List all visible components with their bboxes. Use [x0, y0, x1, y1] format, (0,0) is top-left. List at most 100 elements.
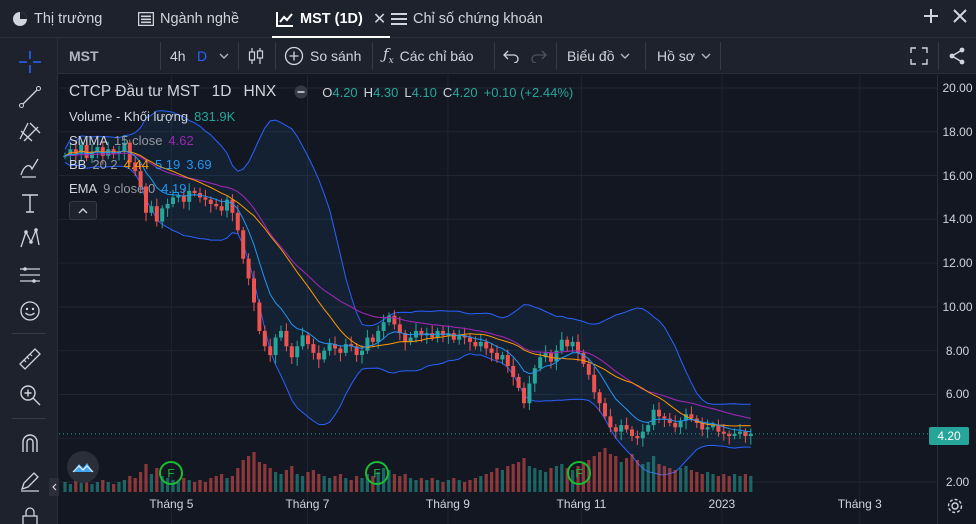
zoom-in-icon[interactable] — [17, 382, 43, 408]
close-icon[interactable]: ✕ — [372, 11, 387, 28]
minus-circle-icon[interactable] — [294, 85, 308, 99]
tab-thi-truong[interactable]: Thị trường — [12, 0, 102, 38]
event-marker-circle — [365, 461, 389, 485]
candle-body — [473, 341, 478, 347]
event-marker-label: F — [373, 467, 380, 481]
ruler-icon[interactable] — [17, 346, 43, 372]
candle-body — [333, 344, 337, 349]
candle-body — [511, 365, 516, 377]
candle-body — [230, 199, 235, 213]
pitchfork-icon[interactable] — [17, 118, 43, 144]
candle-body — [408, 337, 413, 342]
indicators-button[interactable]: ƒx Các chỉ báo — [383, 38, 474, 73]
volume-bar — [749, 476, 753, 492]
trend-line-icon[interactable] — [17, 84, 43, 110]
price-tick-label: 18.00 — [942, 124, 973, 139]
candle-body — [235, 212, 240, 231]
chevron-down-icon[interactable] — [219, 38, 229, 73]
candle-body — [732, 433, 737, 437]
candle-body — [84, 144, 89, 159]
fullscreen-icon[interactable] — [910, 38, 928, 73]
candle-body — [451, 333, 456, 340]
settings-icon[interactable] — [946, 497, 964, 518]
interval-4h-button[interactable]: 4h — [170, 47, 186, 64]
volume-bar — [592, 456, 596, 492]
candle-body — [716, 425, 721, 432]
tab-mst[interactable]: MST (1D) ✕ — [271, 0, 391, 38]
magnet-icon[interactable] — [17, 430, 43, 456]
candle-body — [311, 344, 316, 353]
volume-bar — [679, 468, 683, 492]
volume-bar — [668, 468, 672, 492]
time-tick-label: Tháng 7 — [285, 497, 330, 511]
volume-bar — [495, 468, 499, 492]
legend-interval: 1D — [211, 83, 232, 100]
candle-body — [646, 425, 651, 432]
brush-icon[interactable] — [17, 154, 43, 180]
tab-nganh-nghe[interactable]: Ngành nghề — [138, 0, 239, 38]
high-label: H — [363, 84, 374, 100]
pencil-lock-icon[interactable] — [17, 468, 43, 494]
volume-bar — [533, 468, 537, 492]
ema-line — [64, 149, 751, 433]
redo-icon[interactable] — [531, 38, 547, 73]
emoji-icon[interactable] — [17, 298, 43, 324]
candle-body — [208, 199, 213, 205]
event-marker: F — [159, 461, 183, 485]
collapse-legend-button[interactable] — [69, 201, 97, 220]
volume-bar — [673, 470, 677, 492]
undo-icon[interactable] — [503, 38, 519, 73]
price-scale[interactable]: 20.0018.0016.0014.0012.0010.008.006.004.… — [937, 75, 976, 524]
volume-bar — [403, 474, 407, 492]
open-label: O — [322, 84, 333, 100]
crosshair-icon[interactable] — [17, 49, 43, 75]
volume-bar — [452, 478, 456, 492]
chart-type-menu[interactable]: Biểu đồ — [567, 38, 630, 73]
interval-d-button[interactable]: D — [197, 47, 208, 64]
candle-body — [392, 315, 397, 325]
profile-menu[interactable]: Hồ sơ — [657, 38, 711, 73]
candle-body — [576, 341, 580, 353]
volume-bar — [68, 484, 72, 492]
chart-legend: CTCP Đầu tư MST 1D HNX O4.20 H4.30 L4.10… — [69, 80, 573, 200]
candle-body — [171, 197, 175, 205]
volume-bar — [743, 474, 747, 492]
lock-icon[interactable] — [17, 504, 43, 524]
volume-bar — [209, 478, 213, 492]
candles-icon[interactable] — [247, 38, 265, 73]
volume-bar — [128, 476, 132, 492]
volume-bar — [652, 456, 656, 492]
candle-body — [505, 355, 510, 366]
volume-bar — [166, 478, 170, 492]
volume-bar — [425, 480, 429, 492]
text-icon[interactable] — [17, 190, 43, 216]
candle-body — [457, 335, 462, 340]
chevron-down-icon — [620, 53, 630, 59]
add-tab-icon[interactable] — [923, 8, 939, 28]
chevron-up-icon — [78, 207, 88, 213]
volume-bar — [247, 456, 251, 492]
volume-bar — [155, 468, 159, 492]
close-window-icon[interactable] — [953, 8, 967, 28]
candle-body — [149, 206, 154, 213]
pattern-icon[interactable] — [17, 226, 43, 252]
candle-body — [365, 337, 370, 351]
tab-chi-so[interactable]: Chỉ số chứng khoán — [391, 0, 543, 38]
share-icon[interactable] — [949, 38, 965, 73]
profile-label: Hồ sơ — [657, 47, 695, 64]
forecast-icon[interactable] — [17, 262, 43, 288]
volume-bar — [257, 462, 261, 492]
compare-button[interactable]: So sánh — [284, 38, 361, 73]
candle-body — [516, 376, 521, 388]
event-marker-label: F — [575, 467, 582, 481]
volume-label: Volume - Khối lượng — [69, 108, 189, 124]
price-tick-label: 20.00 — [942, 81, 973, 95]
symbol-search[interactable]: MST — [69, 47, 99, 64]
chart-toolbar: MST 4h D So sánh ƒx Các chỉ báo Biểu đồ … — [0, 38, 976, 74]
volume-bar — [446, 480, 450, 492]
legend-smma: SMMA 15 close 4.62 — [69, 128, 573, 152]
expand-toolbar-icon[interactable] — [49, 478, 59, 496]
candle-body — [138, 171, 143, 187]
